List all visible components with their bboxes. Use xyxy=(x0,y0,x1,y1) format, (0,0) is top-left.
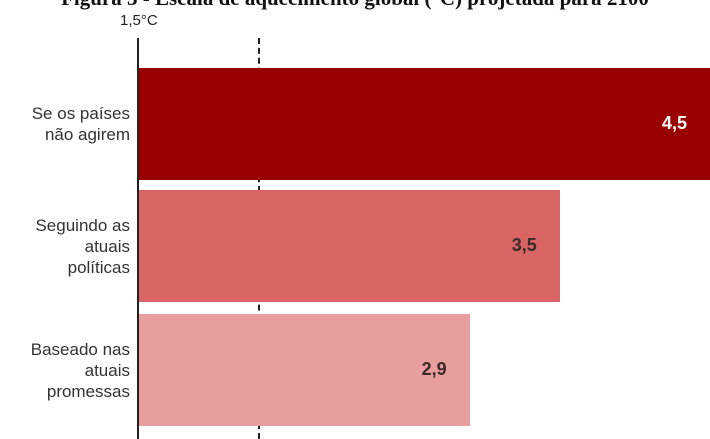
figure-caption: Figura 3 - Escala de aquecimento global … xyxy=(0,0,710,11)
category-label-line: atuais xyxy=(84,236,130,256)
bar-value-label-2: 2,9 xyxy=(421,359,447,379)
bar-value-label-1: 3,5 xyxy=(511,235,537,255)
category-label-1: Seguindo as atuais políticas xyxy=(0,215,130,278)
category-label-line: Seguindo as xyxy=(35,215,130,235)
reference-value-label: 1,5°C xyxy=(120,12,158,29)
bar-2 xyxy=(139,314,470,426)
category-label-2: Baseado nas atuais promessas xyxy=(0,339,130,402)
bar-0 xyxy=(139,68,710,180)
category-label-line: Baseado nas xyxy=(30,339,130,359)
bar-value-label-0: 4,5 xyxy=(662,113,688,133)
bar-1 xyxy=(139,190,560,302)
category-label-line: Se os países xyxy=(31,104,130,123)
category-label-0: Se os países não agirem xyxy=(0,103,130,145)
category-axis-line xyxy=(137,38,139,439)
category-label-line: políticas xyxy=(67,257,130,277)
category-label-line: promessas xyxy=(46,381,130,401)
category-label-line: atuais xyxy=(84,360,130,380)
category-label-line: não agirem xyxy=(44,125,130,144)
